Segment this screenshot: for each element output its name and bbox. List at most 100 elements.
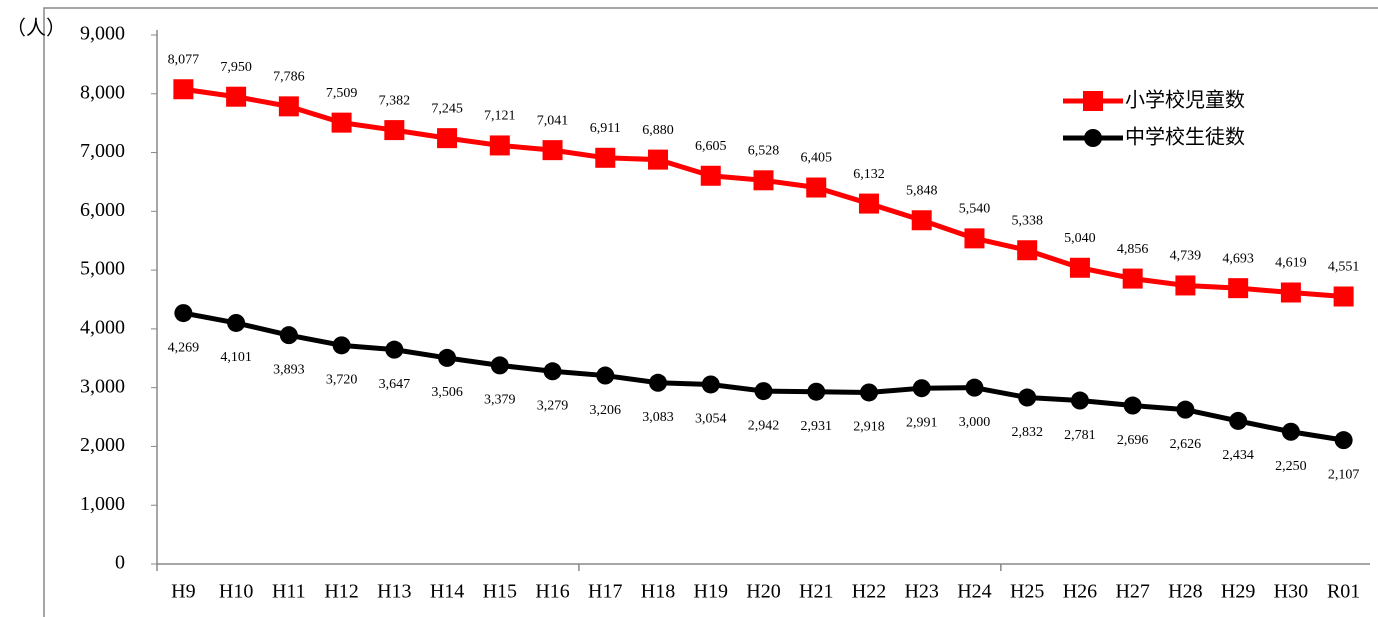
marker (701, 375, 720, 394)
value-label: 4,739 (1170, 249, 1202, 264)
marker (912, 379, 931, 398)
y-tick-label: 0 (115, 552, 125, 574)
value-label: 2,832 (1011, 425, 1043, 440)
value-label: 4,551 (1328, 260, 1360, 275)
marker (438, 348, 457, 367)
value-label: 7,509 (326, 86, 358, 101)
legend-marker (1083, 91, 1103, 111)
value-label: 7,786 (273, 70, 305, 85)
marker (1123, 396, 1142, 415)
x-tick-label: H9 (171, 581, 195, 603)
marker (1280, 282, 1301, 303)
y-tick-label: 2,000 (80, 434, 125, 456)
value-label: 3,720 (326, 373, 358, 388)
x-tick-label: H14 (430, 581, 464, 603)
x-tick-label: H11 (272, 581, 306, 603)
x-tick-label: H22 (852, 581, 886, 603)
value-label: 3,893 (273, 362, 305, 377)
value-label: 4,693 (1222, 251, 1254, 266)
value-label: 2,942 (748, 418, 780, 433)
marker (1122, 268, 1143, 289)
value-label: 5,540 (959, 202, 991, 217)
x-tick-label: R01 (1327, 581, 1360, 603)
value-label: 3,000 (959, 415, 991, 430)
marker (965, 378, 984, 397)
value-label: 7,041 (537, 113, 569, 128)
y-tick-label: 9,000 (80, 23, 125, 45)
marker (1176, 400, 1195, 419)
marker (542, 140, 563, 161)
marker (1229, 411, 1248, 430)
value-label: 3,506 (431, 385, 463, 400)
value-label: 5,848 (906, 183, 938, 198)
marker (859, 383, 878, 402)
y-tick-label: 5,000 (80, 258, 125, 280)
value-label: 6,880 (642, 123, 674, 138)
value-label: 2,434 (1222, 448, 1254, 463)
value-label: 8,077 (168, 52, 200, 67)
frame (43, 7, 1378, 617)
marker (331, 112, 352, 133)
marker (1281, 422, 1300, 441)
x-tick-label: H27 (1115, 581, 1149, 603)
marker (964, 228, 985, 249)
marker (1069, 257, 1090, 278)
marker (753, 170, 774, 191)
legend-label: 中学校生徒数 (1125, 125, 1245, 149)
y-tick-label: 8,000 (80, 81, 125, 103)
marker (807, 382, 826, 401)
x-tick-label: H15 (483, 581, 517, 603)
marker (227, 313, 246, 332)
value-label: 3,279 (537, 398, 569, 413)
marker (1175, 275, 1196, 296)
x-tick-label: H10 (219, 581, 253, 603)
y-tick-label: 6,000 (80, 199, 125, 221)
value-label: 6,405 (800, 151, 832, 166)
value-label: 5,040 (1064, 231, 1096, 246)
value-label: 3,083 (642, 410, 674, 425)
value-label: 3,379 (484, 393, 516, 408)
value-label: 2,931 (800, 419, 832, 434)
x-tick-label: H19 (694, 581, 728, 603)
marker (278, 96, 299, 117)
value-label: 4,101 (220, 350, 252, 365)
x-tick-label: H29 (1221, 581, 1255, 603)
marker (489, 135, 510, 156)
value-label: 2,918 (853, 420, 885, 435)
marker (385, 340, 404, 359)
value-label: 6,132 (853, 167, 885, 182)
value-label: 3,206 (590, 403, 622, 418)
value-label: 4,619 (1275, 256, 1307, 271)
x-tick-label: H21 (799, 581, 833, 603)
x-tick-label: H26 (1063, 581, 1097, 603)
x-tick-label: H12 (324, 581, 358, 603)
marker (226, 86, 247, 107)
value-label: 2,696 (1117, 433, 1149, 448)
y-tick-label: 4,000 (80, 316, 125, 338)
x-tick-label: H16 (535, 581, 569, 603)
x-tick-label: H30 (1274, 581, 1308, 603)
series-line (183, 86, 1344, 299)
value-label: 7,121 (484, 109, 516, 124)
value-label: 7,382 (379, 93, 411, 108)
marker (596, 366, 615, 385)
marker (911, 210, 932, 231)
value-label: 6,911 (590, 121, 621, 136)
marker (543, 362, 562, 381)
marker (173, 79, 194, 100)
x-tick-label: H28 (1168, 581, 1202, 603)
value-label: 4,856 (1117, 242, 1149, 257)
legend-marker (1084, 129, 1102, 147)
y-axis-label: （人） (6, 17, 66, 40)
x-tick-label: H13 (377, 581, 411, 603)
value-label: 6,605 (695, 139, 727, 154)
value-label: 7,950 (220, 60, 252, 75)
value-label: 2,250 (1275, 459, 1307, 474)
marker (437, 128, 458, 149)
marker (490, 356, 509, 375)
value-label: 7,245 (431, 101, 463, 116)
marker (700, 165, 721, 186)
x-tick-label: H20 (746, 581, 780, 603)
